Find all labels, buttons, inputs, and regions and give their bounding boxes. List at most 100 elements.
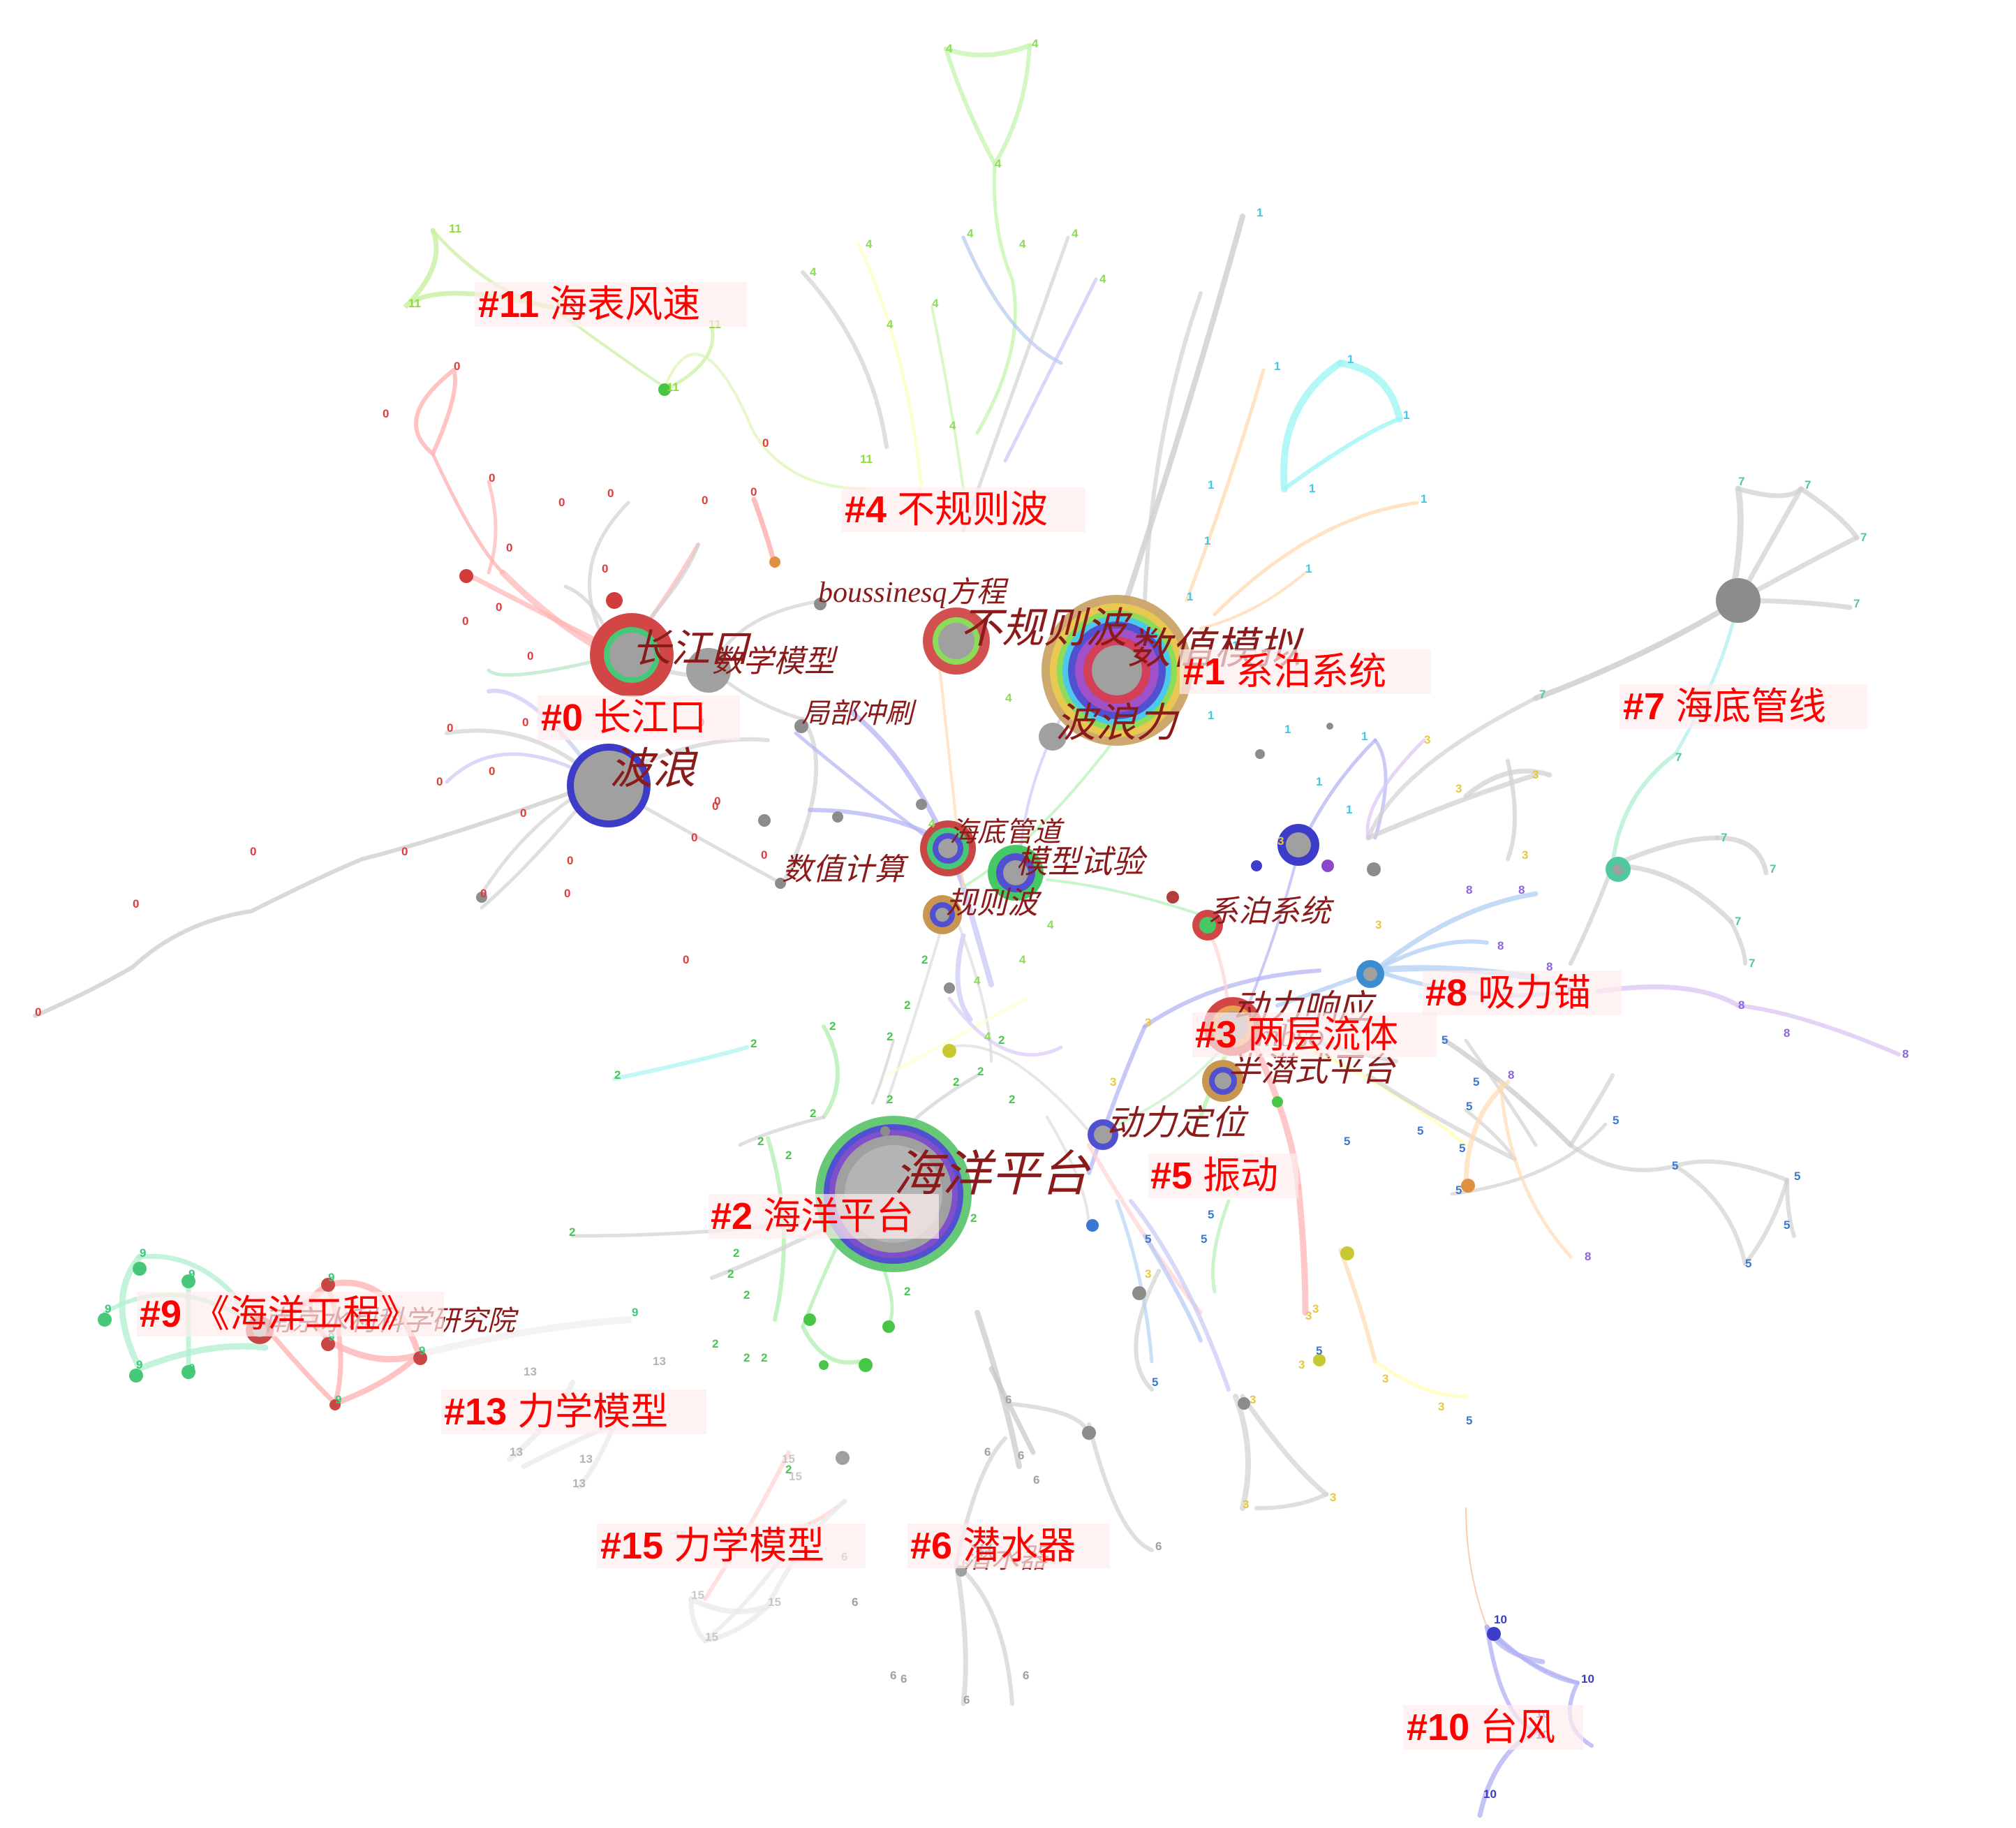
- cluster-id-mark: 7: [1618, 859, 1624, 872]
- cluster-id-mark: 7: [1749, 957, 1755, 970]
- cluster-id-mark: 3: [1277, 834, 1284, 848]
- cluster-id-mark: 0: [133, 897, 139, 911]
- cluster-id-mark: 2: [743, 1288, 750, 1302]
- node-xibo[interactable]: [1192, 910, 1223, 941]
- cluster-id-mark: 2: [750, 1037, 757, 1050]
- cluster-label-10[interactable]: #10 台风: [1403, 1705, 1583, 1750]
- cluster-label-7[interactable]: #7 海底管线: [1620, 684, 1867, 729]
- cluster-id-mark: 11: [667, 381, 679, 394]
- cluster-id-mark: 7: [1721, 831, 1727, 844]
- cluster-id-mark: 3: [1532, 768, 1539, 781]
- cluster-id-mark: 1: [1257, 206, 1263, 219]
- cluster-id-mark: 0: [522, 716, 528, 729]
- node-moxingshiyan[interactable]: [988, 845, 1044, 901]
- cluster-label-11[interactable]: #11 海表风速: [475, 282, 747, 327]
- cluster-id-mark: 1: [1204, 534, 1210, 547]
- cluster-label-1[interactable]: #1 系泊系统: [1180, 649, 1431, 694]
- cluster-id-mark: 0: [506, 541, 512, 554]
- cluster-id-mark: 1: [1187, 590, 1193, 603]
- svg-text:#6 潜水器: #6 潜水器: [910, 1525, 1076, 1567]
- node-changjiangkou[interactable]: [590, 613, 674, 697]
- cluster-label-4[interactable]: #4 不规则波: [841, 487, 1085, 532]
- cluster-id-mark: 15: [782, 1452, 795, 1466]
- node-guizebo[interactable]: [923, 895, 962, 934]
- cluster-id-mark: 0: [462, 614, 468, 628]
- cluster-id-mark: 0: [489, 765, 495, 778]
- cluster-name-9: 《海洋工程》: [192, 1293, 418, 1335]
- keyword-shuxuemoxing: 数学模型: [712, 644, 838, 679]
- cluster-id-mark: 0: [564, 887, 570, 900]
- cluster-id-mark: 4: [1032, 37, 1039, 50]
- cluster-id-mark: 2: [887, 1030, 893, 1043]
- node-xinode-blue[interactable]: [1277, 824, 1319, 866]
- cluster-label-3[interactable]: #3 两层流体: [1192, 1012, 1437, 1057]
- cluster-id-mark: 5: [1344, 1135, 1350, 1148]
- cluster-id-mark: 7: [1860, 531, 1867, 544]
- cluster-label-0[interactable]: #0 长江口: [538, 695, 740, 740]
- node-bolangli[interactable]: [1039, 723, 1067, 751]
- node-bolang[interactable]: [567, 744, 651, 827]
- cluster-id-mark: 3: [1438, 1400, 1444, 1413]
- cluster-id-mark: 0: [762, 436, 769, 450]
- keyword-bolangli: 波浪力: [1055, 700, 1180, 746]
- cluster-id-mark: 9: [328, 1271, 334, 1284]
- keyword-moxingshiyan: 模型试验: [1016, 844, 1148, 880]
- cluster-tag-0: #0: [541, 697, 583, 739]
- cluster-id-mark: 2: [757, 1135, 764, 1148]
- cluster-tag-3: #3: [1195, 1014, 1237, 1056]
- cluster-name-6: 潜水器: [963, 1525, 1076, 1567]
- svg-text:#15 力学模型: #15 力学模型: [600, 1525, 824, 1567]
- cluster-id-mark: 1: [1274, 360, 1280, 373]
- cluster-id-mark: 6: [890, 1669, 896, 1682]
- cluster-name-2: 海洋平台: [763, 1195, 914, 1237]
- node-cluster7-hub[interactable]: [1716, 578, 1761, 623]
- cluster-id-mark: 3: [1330, 1491, 1336, 1504]
- cluster-id-mark: 1: [1346, 803, 1352, 816]
- node-donglidingwei[interactable]: [1088, 1119, 1118, 1150]
- cluster-id-mark: 0: [567, 854, 573, 867]
- cluster-label-9[interactable]: #9 《海洋工程》: [137, 1292, 444, 1336]
- cluster-id-mark: 4: [1005, 691, 1012, 705]
- cluster-id-mark: 2: [785, 1149, 792, 1162]
- cluster-id-mark: 15: [691, 1589, 704, 1602]
- cluster-tag-8: #8: [1425, 972, 1467, 1014]
- keyword-haiyangpingtai: 海洋平台: [894, 1148, 1091, 1202]
- node-cluster8-hub[interactable]: [1356, 960, 1384, 988]
- cluster-id-mark: 0: [496, 600, 502, 614]
- cluster-label-5[interactable]: #5 振动: [1148, 1153, 1298, 1198]
- cluster-id-mark: 5: [1613, 1114, 1619, 1127]
- cluster-id-mark: 9: [188, 1362, 195, 1375]
- cluster-id-mark: 2: [743, 1351, 750, 1364]
- node-banqian[interactable]: [1202, 1060, 1244, 1102]
- cluster-id-mark: 0: [702, 494, 708, 507]
- cluster-id-mark: 4: [810, 265, 817, 279]
- node-shuzhimoni[interactable]: [1042, 595, 1192, 746]
- cluster-label-6[interactable]: #6 潜水器: [907, 1524, 1110, 1568]
- cluster-tag-15: #15: [600, 1525, 663, 1567]
- cluster-label-2[interactable]: #2 海洋平台: [709, 1194, 939, 1239]
- cluster-label-13[interactable]: #13 力学模型: [441, 1390, 706, 1434]
- cluster-id-mark: 2: [810, 1107, 816, 1120]
- node-shuxuemoxing[interactable]: [686, 648, 731, 693]
- cluster-id-mark: 9: [105, 1302, 111, 1315]
- cluster-id-mark: 5: [1473, 1075, 1479, 1089]
- cluster-id-mark: 7: [1770, 862, 1776, 876]
- keyword-buguizebo: 不规则波: [960, 605, 1133, 651]
- cluster-id-mark: 2: [970, 1211, 977, 1225]
- cluster-label-8[interactable]: #8 吸力锚: [1423, 971, 1622, 1015]
- cluster-name-10: 台风: [1480, 1707, 1555, 1748]
- cluster-name-0: 长江口: [593, 697, 706, 739]
- cluster-label-15[interactable]: #15 力学模型: [597, 1524, 866, 1568]
- cluster-id-mark: 4: [974, 974, 981, 987]
- node-haidiguandao[interactable]: [920, 820, 976, 876]
- cluster-id-mark: 0: [383, 407, 389, 420]
- cluster-id-mark: 5: [1672, 1159, 1678, 1172]
- cluster-id-mark: 2: [998, 1033, 1005, 1047]
- node-buguizebo[interactable]: [923, 607, 990, 675]
- cluster-id-mark: 2: [904, 998, 910, 1012]
- cluster-id-mark: 13: [579, 1452, 593, 1466]
- cluster-id-mark: 5: [1441, 1033, 1448, 1047]
- cluster-id-mark: 3: [1305, 1309, 1312, 1322]
- node-cluster7-green[interactable]: [1606, 857, 1631, 882]
- cluster-id-mark: 5: [1455, 1184, 1462, 1197]
